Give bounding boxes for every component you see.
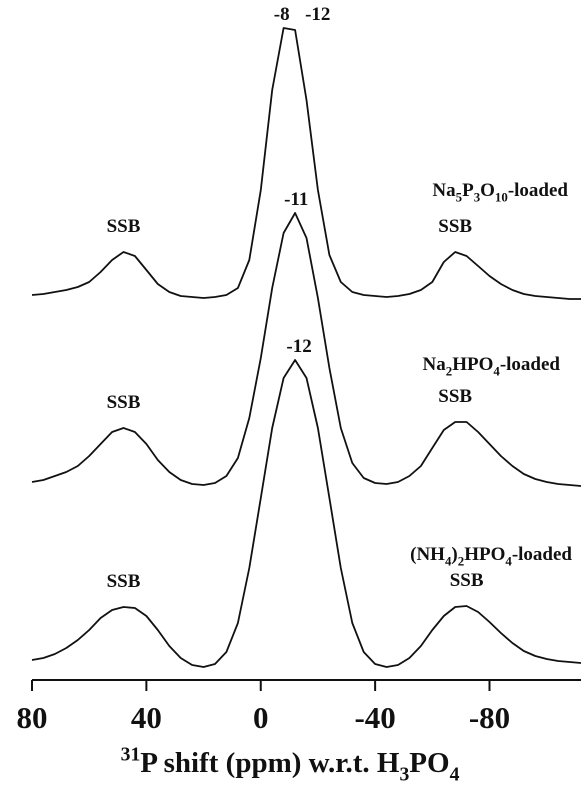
spectrum-line: [31, 359, 581, 668]
series-label: Na2HPO4-loaded: [423, 354, 561, 379]
x-axis-label: 31P shift (ppm) w.r.t. H3PO4: [121, 743, 460, 785]
ssb-label: SSB: [438, 386, 472, 407]
x-tick-label: -80: [469, 700, 510, 735]
peak-label: -12: [286, 336, 311, 357]
series-label: Na5P3O10-loaded: [432, 180, 568, 205]
series-label: (NH4)2HPO4-loaded: [410, 544, 572, 569]
x-tick-label: 0: [253, 700, 269, 735]
spectrum-line: [31, 27, 581, 300]
x-tick-label: -40: [354, 700, 395, 735]
ssb-label: SSB: [107, 571, 141, 592]
ssb-label: SSB: [450, 570, 484, 591]
x-tick-label: 80: [17, 700, 48, 735]
peak-label: -12: [305, 4, 330, 25]
spectrum-line: [31, 212, 581, 487]
x-tick-label: 40: [131, 700, 162, 735]
peak-label: -11: [284, 189, 308, 210]
ssb-label: SSB: [107, 392, 141, 413]
ssb-label: SSB: [438, 216, 472, 237]
peak-label: -8: [274, 4, 290, 25]
ssb-label: SSB: [107, 216, 141, 237]
